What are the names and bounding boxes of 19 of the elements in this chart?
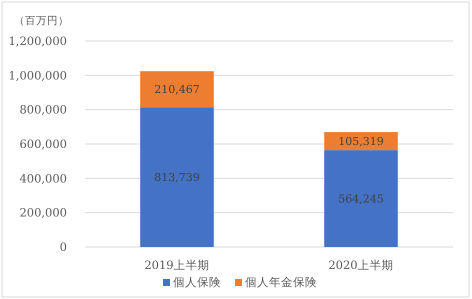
x-tick-label: 2019上半期: [144, 258, 210, 272]
x-tick-label: 2020上半期: [328, 258, 394, 272]
y-tick-label: 400,000: [19, 171, 67, 186]
y-axis-title: （百万円）: [14, 15, 69, 27]
y-tick-label: 600,000: [19, 137, 67, 151]
y-tick-label: 1,000,000: [8, 68, 67, 82]
y-tick-label: 1,200,000: [8, 34, 67, 48]
legend-label: 個人年金保険: [245, 275, 317, 289]
data-label: 105,319: [338, 135, 384, 148]
data-label: 564,245: [338, 192, 384, 206]
y-tick-label: 200,000: [19, 206, 67, 220]
y-tick-label: 800,000: [19, 102, 67, 117]
data-label: 210,467: [154, 83, 200, 96]
data-label: 813,739: [154, 171, 200, 184]
y-tick-label: 0: [60, 240, 67, 254]
bar: [140, 71, 214, 108]
legend-label: 個人保険: [173, 275, 221, 289]
bar: [140, 107, 214, 247]
bar: [324, 150, 398, 247]
